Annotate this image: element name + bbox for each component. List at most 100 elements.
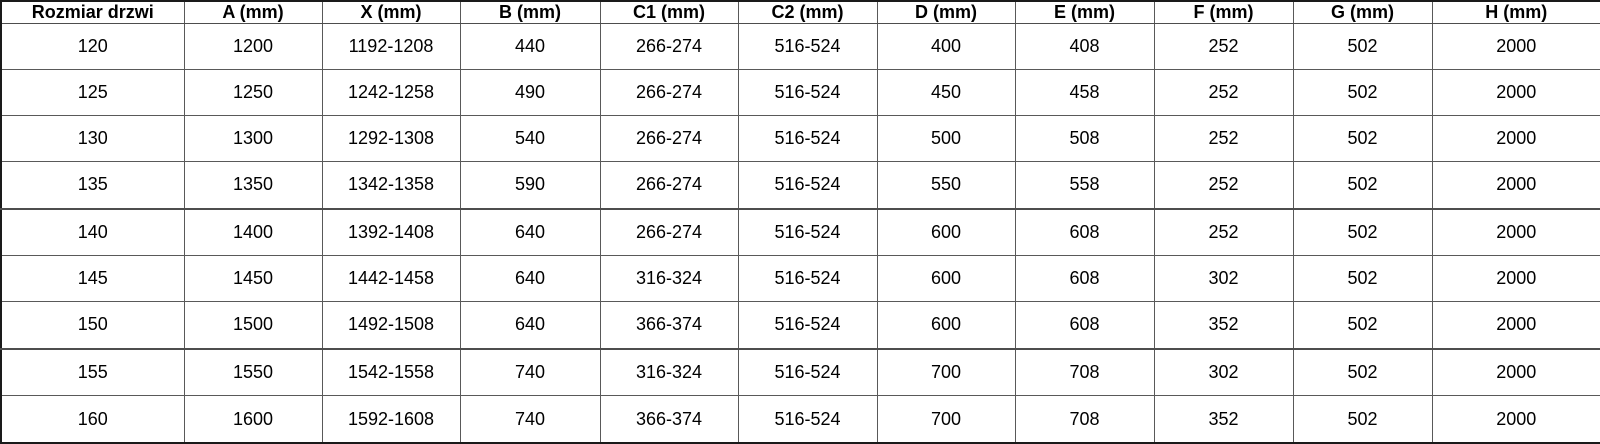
table-cell: 252 <box>1153 207 1294 257</box>
table-cell: 502 <box>1292 255 1433 303</box>
table-cell: 740 <box>459 395 601 444</box>
table-cell: 140 <box>0 207 185 257</box>
table-cell: 1542-1558 <box>321 347 461 397</box>
table-cell: 2000 <box>1431 347 1600 397</box>
table-cell: 2000 <box>1431 69 1600 117</box>
table-cell: 608 <box>1014 301 1155 350</box>
table-cell: 502 <box>1292 301 1433 350</box>
table-cell: 708 <box>1014 347 1155 397</box>
column-header: E (mm) <box>1014 0 1155 24</box>
table-cell: 458 <box>1014 69 1155 117</box>
table-cell: 352 <box>1153 301 1294 350</box>
table-cell: 502 <box>1292 22 1433 71</box>
table-cell: 640 <box>459 301 601 350</box>
column-header: B (mm) <box>459 0 601 24</box>
table-cell: 135 <box>0 161 185 210</box>
table-cell: 1450 <box>183 255 323 303</box>
table-row: 150 1500 1492-1508 640 366-374 516-524 600 608 3… <box>0 301 1600 350</box>
table-cell: 366-374 <box>599 395 739 444</box>
column-header: A (mm) <box>183 0 323 24</box>
table-cell: 2000 <box>1431 22 1600 71</box>
table-cell: 516-524 <box>737 255 878 303</box>
table-row: 130 1300 1292-1308 540 266-274 516-524 500 508 2… <box>0 115 1600 163</box>
table-cell: 1442-1458 <box>321 255 461 303</box>
table-cell: 700 <box>876 347 1016 397</box>
table-cell: 145 <box>0 255 185 303</box>
table-cell: 502 <box>1292 69 1433 117</box>
table-cell: 252 <box>1153 69 1294 117</box>
table-cell: 252 <box>1153 22 1294 71</box>
table-cell: 2000 <box>1431 115 1600 163</box>
table-cell: 1192-1208 <box>321 22 461 71</box>
column-header: G (mm) <box>1292 0 1433 24</box>
table-cell: 508 <box>1014 115 1155 163</box>
table-cell: 516-524 <box>737 115 878 163</box>
column-header: F (mm) <box>1153 0 1294 24</box>
table-cell: 1592-1608 <box>321 395 461 444</box>
table-cell: 125 <box>0 69 185 117</box>
table-cell: 366-374 <box>599 301 739 350</box>
table-cell: 440 <box>459 22 601 71</box>
table-cell: 2000 <box>1431 395 1600 444</box>
table-cell: 1292-1308 <box>321 115 461 163</box>
table-cell: 316-324 <box>599 255 739 303</box>
table-cell: 608 <box>1014 255 1155 303</box>
table-row: 125 1250 1242-1258 490 266-274 516-524 450 458 2… <box>0 69 1600 117</box>
column-header: H (mm) <box>1431 0 1600 24</box>
table-cell: 502 <box>1292 395 1433 444</box>
column-header: C2 (mm) <box>737 0 878 24</box>
table-cell: 130 <box>0 115 185 163</box>
table-cell: 302 <box>1153 255 1294 303</box>
table-cell: 2000 <box>1431 161 1600 210</box>
table-cell: 600 <box>876 207 1016 257</box>
table-row: 155 1550 1542-1558 740 316-324 516-524 700 708 3… <box>0 347 1600 397</box>
table-cell: 252 <box>1153 115 1294 163</box>
table-cell: 266-274 <box>599 22 739 71</box>
table-cell: 1200 <box>183 22 323 71</box>
column-header: Rozmiar drzwi <box>0 0 185 24</box>
table-row: 145 1450 1442-1458 640 316-324 516-524 600 608 3… <box>0 255 1600 303</box>
table-cell: 1250 <box>183 69 323 117</box>
table-cell: 1392-1408 <box>321 207 461 257</box>
table-cell: 640 <box>459 255 601 303</box>
table-cell: 608 <box>1014 207 1155 257</box>
table-cell: 500 <box>876 115 1016 163</box>
table-cell: 516-524 <box>737 395 878 444</box>
table-cell: 1400 <box>183 207 323 257</box>
table-cell: 302 <box>1153 347 1294 397</box>
table-cell: 540 <box>459 115 601 163</box>
table-cell: 408 <box>1014 22 1155 71</box>
table-cell: 708 <box>1014 395 1155 444</box>
table-cell: 516-524 <box>737 347 878 397</box>
table-cell: 516-524 <box>737 22 878 71</box>
table-cell: 1242-1258 <box>321 69 461 117</box>
column-header: C1 (mm) <box>599 0 739 24</box>
table-row: 135 1350 1342-1358 590 266-274 516-524 550 558 2… <box>0 161 1600 210</box>
table-cell: 252 <box>1153 161 1294 210</box>
table-cell: 1550 <box>183 347 323 397</box>
table-cell: 550 <box>876 161 1016 210</box>
table-cell: 502 <box>1292 115 1433 163</box>
table-header: Rozmiar drzwi A (mm) X (mm) B (mm) C1 (mm) C2… <box>0 0 1600 24</box>
table-cell: 558 <box>1014 161 1155 210</box>
table-row: 120 1200 1192-1208 440 266-274 516-524 400 408 2… <box>0 22 1600 71</box>
table-cell: 1342-1358 <box>321 161 461 210</box>
table-cell: 2000 <box>1431 255 1600 303</box>
column-header: D (mm) <box>876 0 1016 24</box>
table-cell: 150 <box>0 301 185 350</box>
table-row: 140 1400 1392-1408 640 266-274 516-524 600 608 2… <box>0 207 1600 257</box>
table-cell: 400 <box>876 22 1016 71</box>
table-cell: 316-324 <box>599 347 739 397</box>
table-cell: 1600 <box>183 395 323 444</box>
table-cell: 700 <box>876 395 1016 444</box>
table-cell: 502 <box>1292 347 1433 397</box>
table-cell: 266-274 <box>599 115 739 163</box>
table-cell: 1500 <box>183 301 323 350</box>
table-cell: 502 <box>1292 161 1433 210</box>
table-cell: 2000 <box>1431 207 1600 257</box>
table-cell: 516-524 <box>737 207 878 257</box>
table-cell: 740 <box>459 347 601 397</box>
table-cell: 266-274 <box>599 69 739 117</box>
table-cell: 155 <box>0 347 185 397</box>
